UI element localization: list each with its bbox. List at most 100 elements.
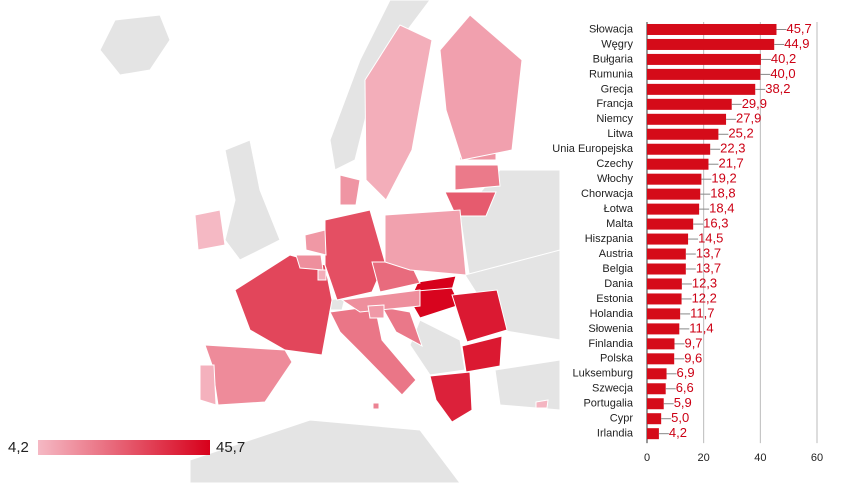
category-label: Niemcy	[596, 113, 633, 125]
category-label: Estonia	[596, 293, 634, 305]
value-label: 40,0	[770, 66, 795, 81]
category-label: Włochy	[597, 173, 634, 185]
country	[234, 254, 333, 356]
category-label: Luksemburg	[572, 368, 633, 380]
category-label: Portugalia	[583, 398, 633, 410]
value-label: 14,5	[698, 231, 723, 246]
land	[409, 319, 466, 376]
value-label: 16,3	[703, 216, 728, 231]
bar	[647, 413, 662, 425]
country	[429, 371, 473, 423]
country	[295, 254, 324, 271]
bar	[647, 23, 777, 35]
value-label: 27,9	[736, 111, 761, 126]
bar	[647, 278, 682, 290]
value-label: 19,2	[711, 171, 736, 186]
category-label: Austria	[599, 248, 634, 260]
bar	[647, 368, 667, 380]
bar-plot: 0 20 40 60 Słowacja 45,7 Węgry 44,9 Bułgaria 40,2…	[552, 21, 823, 464]
land	[494, 359, 561, 411]
category-label: Malta	[606, 218, 634, 230]
country	[340, 289, 421, 313]
value-label: 44,9	[784, 36, 809, 51]
legend-min-label: 4,2	[8, 439, 29, 456]
category-label: Łotwa	[604, 203, 634, 215]
bar	[647, 323, 680, 335]
category-label: Litwa	[607, 128, 634, 140]
country	[364, 24, 433, 201]
category-label: Unia Europejska	[552, 143, 634, 155]
category-label: Polska	[600, 353, 634, 365]
category-label: Dania	[604, 278, 634, 290]
category-label: Cypr	[610, 413, 634, 425]
category-label: Chorwacja	[581, 188, 634, 200]
category-label: Szwecja	[592, 383, 634, 395]
country	[324, 209, 386, 301]
bar	[647, 53, 761, 65]
country	[372, 402, 380, 410]
x-tick-label: 60	[811, 452, 823, 464]
land	[189, 419, 461, 483]
bar	[647, 218, 694, 230]
value-label: 6,9	[677, 365, 695, 380]
value-label: 11,7	[690, 305, 714, 320]
category-label: Czechy	[596, 158, 633, 170]
legend-max-label: 45,7	[216, 439, 245, 456]
category-label: Rumunia	[589, 68, 634, 80]
category-label: Holandia	[590, 308, 634, 320]
value-label: 9,6	[684, 350, 702, 365]
bar	[647, 248, 686, 260]
bar	[647, 128, 719, 140]
bar	[647, 293, 682, 305]
bar	[647, 428, 659, 440]
bar	[647, 113, 727, 125]
country	[304, 229, 327, 256]
land	[224, 139, 281, 261]
value-label: 12,3	[692, 275, 717, 290]
country	[204, 344, 293, 406]
bar	[647, 83, 756, 95]
country	[439, 14, 523, 161]
bar	[647, 233, 689, 245]
legend-scale	[38, 440, 210, 455]
value-label: 25,2	[728, 126, 753, 141]
value-label: 12,2	[692, 290, 717, 305]
country	[451, 289, 508, 343]
category-label: Węgry	[601, 38, 633, 50]
country	[535, 399, 549, 409]
bar	[647, 98, 732, 110]
category-label: Grecja	[601, 83, 634, 95]
value-label: 5,9	[674, 395, 692, 410]
category-label: Bułgaria	[593, 53, 634, 65]
category-label: Słowenia	[588, 323, 634, 335]
bar	[647, 338, 675, 350]
country	[339, 174, 361, 206]
bar	[647, 263, 686, 275]
value-label: 22,3	[720, 141, 745, 156]
value-label: 11,4	[689, 320, 713, 335]
value-label: 4,2	[669, 425, 687, 440]
country	[454, 164, 501, 191]
bar	[647, 143, 711, 155]
country	[194, 209, 226, 251]
bar	[647, 398, 664, 410]
value-label: 13,7	[696, 245, 721, 260]
country	[381, 306, 423, 348]
bar	[647, 353, 675, 365]
bar	[647, 38, 775, 50]
bar	[647, 203, 700, 215]
x-tick-label: 20	[698, 452, 710, 464]
value-label: 38,2	[765, 81, 790, 96]
category-label: Finlandia	[588, 338, 634, 350]
category-label: Irlandia	[597, 428, 634, 440]
country	[367, 304, 385, 319]
category-label: Belgia	[602, 263, 633, 275]
bar	[647, 308, 681, 320]
country-map	[194, 14, 549, 423]
value-label: 13,7	[696, 260, 721, 275]
category-label: Francja	[596, 98, 634, 110]
country	[384, 209, 467, 276]
value-label: 45,7	[786, 21, 811, 36]
bar	[647, 173, 702, 185]
